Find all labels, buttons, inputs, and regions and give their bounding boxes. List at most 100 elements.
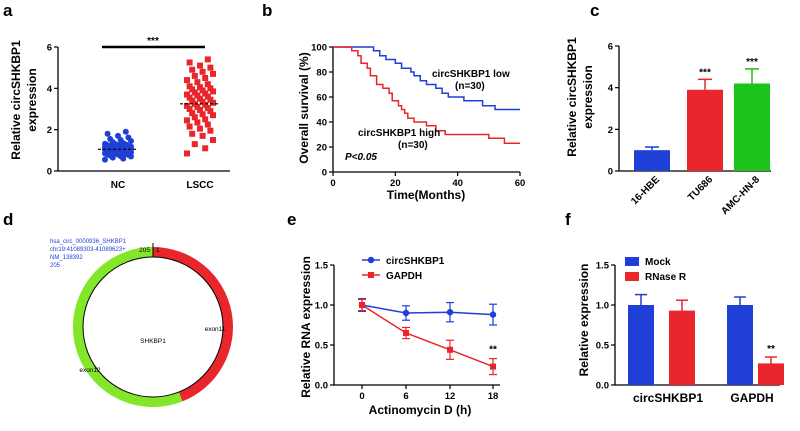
- panel-f-ylabel: Relative expression: [577, 264, 591, 377]
- panel-f-legend-mock-swatch: [625, 257, 639, 266]
- panel-a-lscc-point-30: [186, 94, 193, 101]
- panel-a-ytick-label-3: 6: [47, 43, 52, 54]
- panel-a-lscc-point-4: [199, 132, 206, 139]
- panel-e-point-1-1: [403, 330, 409, 336]
- panel-e-xtick-label-2: 12: [445, 391, 456, 402]
- panel-a-lscc-point-0: [184, 150, 190, 157]
- panel-a-lscc-point-6: [207, 127, 214, 134]
- panel-a-lscc-point-50: [207, 64, 214, 71]
- panel-f-legend-rnase-swatch: [625, 272, 639, 281]
- panel-f-significance: **: [767, 344, 775, 355]
- panel-c-ytick-label-1: 2: [608, 125, 613, 136]
- panel-e-point-1-0: [359, 302, 365, 308]
- panel-e-xlabel: Actinomycin D (h): [369, 403, 472, 417]
- panel-e-ytick-label-1: 0.5: [315, 341, 329, 352]
- panel-b: b Overall survival (%) 0 20 40 60 80 100 0 20 40…: [262, 1, 525, 202]
- panel-b-xtick-label-2: 40: [452, 178, 463, 189]
- panel-a-lscc-point-17: [207, 108, 214, 115]
- panel-a-ytick-label-2: 4: [47, 84, 53, 95]
- panel-b-ytick-label-3: 60: [316, 93, 327, 104]
- panel-d-marker-1: 1: [156, 247, 160, 254]
- panel-a-nc-point-0: [102, 156, 108, 163]
- panel-a-lscc-point-41: [186, 83, 193, 90]
- panel-a-lscc-point-16: [189, 110, 196, 117]
- panel-b-high-label: circSHKBP1 high: [358, 128, 440, 139]
- panel-a-lscc-point-12: [202, 116, 209, 123]
- panel-b-ytick-label-4: 80: [316, 68, 327, 79]
- panel-a-lscc-point-22: [184, 102, 190, 109]
- panel-c-xtick-1: TU686: [686, 174, 715, 203]
- panel-a-lscc-point-37: [199, 87, 206, 94]
- panel-a-lscc-point-53: [204, 56, 211, 63]
- panel-a-lscc-point-38: [189, 86, 196, 93]
- panel-a-yticks: 0 2 4 6: [47, 43, 58, 178]
- panel-b-curves: [333, 46, 520, 144]
- panel-a-lscc-point-43: [194, 79, 201, 86]
- panel-a-lscc-point-49: [189, 66, 196, 73]
- panel-a-lscc-point-34: [202, 90, 209, 97]
- panel-c-yticks: 0 2 4 6: [608, 42, 619, 178]
- panel-c-ylabel-line1: Relative circSHKBP1: [565, 37, 579, 157]
- panel-b-ylabel: Overall survival (%): [297, 52, 311, 163]
- panel-b-ytick-label-0: 0: [322, 168, 327, 179]
- panel-c-bar-1: [687, 89, 723, 171]
- panel-d-gene-label: SHKBP1: [140, 338, 166, 345]
- panel-f: f Relative expression 0.0 0.5 1.0 1.5 ** Mo…: [565, 210, 784, 405]
- panel-a-lscc-point-15: [199, 111, 206, 118]
- panel-d-marker-205: 205: [139, 247, 150, 254]
- panel-a-lscc-point-28: [207, 96, 214, 103]
- panel-d-info-2: chr19:41089303-41089623+: [50, 247, 126, 253]
- panel-a-nc-point-51: [115, 132, 121, 139]
- panel-d-letter: d: [3, 210, 13, 229]
- panel-a-lscc-point-2: [191, 141, 198, 148]
- panel-d-info-3: NM_138392: [50, 255, 83, 261]
- panel-a-lscc-point-39: [207, 85, 214, 92]
- panel-a-lscc-point-42: [204, 81, 211, 88]
- panel-a-lscc-point-31: [204, 93, 211, 100]
- panel-a-ylabel-line1: Relative circSHKBP1: [9, 40, 23, 160]
- panel-b-curve-1: [333, 46, 520, 144]
- panel-a-lscc-point-21: [194, 103, 201, 110]
- panel-a-ylabel-line2: expression: [25, 68, 39, 131]
- panel-a-lscc-point-48: [199, 68, 206, 75]
- panel-d-info-4: 205: [50, 263, 61, 269]
- panel-a-lscc-point-18: [197, 107, 203, 114]
- panel-b-low-label: circSHKBP1 low: [432, 69, 510, 80]
- panel-e-legend-circ: circSHKBP1: [386, 256, 445, 267]
- panel-e-ticks: 0.0 0.5 1.0 1.5 0 6 12 18: [315, 261, 499, 403]
- panel-e-xtick-label-3: 18: [488, 391, 499, 402]
- panel-b-xtick-label-3: 60: [515, 178, 526, 189]
- panel-a-lscc-point-33: [184, 91, 190, 98]
- panel-c: c Relative circSHKBP1 expression 0 2 4 6 16…: [565, 1, 771, 217]
- panel-f-bars: **: [628, 293, 784, 385]
- panel-b-low-n: (n=30): [455, 81, 485, 92]
- panel-b-xtick-label-1: 20: [390, 178, 401, 189]
- panel-b-ticks: 0 20 40 60 80 100 0 20 40 60: [311, 43, 525, 190]
- panel-a-lscc-point-45: [202, 75, 209, 81]
- panel-f-letter: f: [565, 210, 571, 229]
- panel-e-xtick-label-0: 0: [359, 391, 364, 402]
- panel-d: d hsa_circ_0000936_SHKBP1 chr19:41089303…: [3, 210, 233, 407]
- panel-a-ytick-label-1: 2: [47, 125, 52, 136]
- panel-a-ytick-label-0: 0: [47, 167, 52, 178]
- panel-c-ytick-label-0: 0: [608, 167, 613, 178]
- panel-a-lscc-point-20: [204, 104, 211, 111]
- panel-e-line-0: [361, 304, 494, 316]
- panel-a-lscc-point-14: [210, 112, 216, 119]
- panel-a: a Relative circSHKBP1 expression 0 2 4 6 **…: [3, 1, 230, 191]
- panel-f-bar-1-0: [727, 305, 753, 385]
- panel-e-letter: e: [287, 210, 296, 229]
- panel-a-lscc-point-29: [197, 95, 203, 102]
- panel-c-xtick-0: 16-HBE: [629, 174, 662, 207]
- panel-f-bar-1-1: [758, 363, 784, 385]
- panel-c-ytick-label-3: 6: [608, 42, 613, 53]
- panel-d-segment-exon11: [153, 247, 233, 402]
- panel-a-lscc-point-9: [204, 121, 211, 128]
- panel-c-significance-1: ***: [699, 67, 711, 78]
- panel-f-legend-rnase: RNase R: [645, 272, 687, 283]
- panel-a-lscc-point-24: [191, 100, 198, 107]
- panel-d-segment-exon12: [72, 247, 183, 407]
- panel-b-pvalue: P<0.05: [345, 152, 377, 163]
- panel-a-lscc-point-10: [194, 119, 201, 126]
- panel-a-lscc-point-51: [197, 62, 203, 69]
